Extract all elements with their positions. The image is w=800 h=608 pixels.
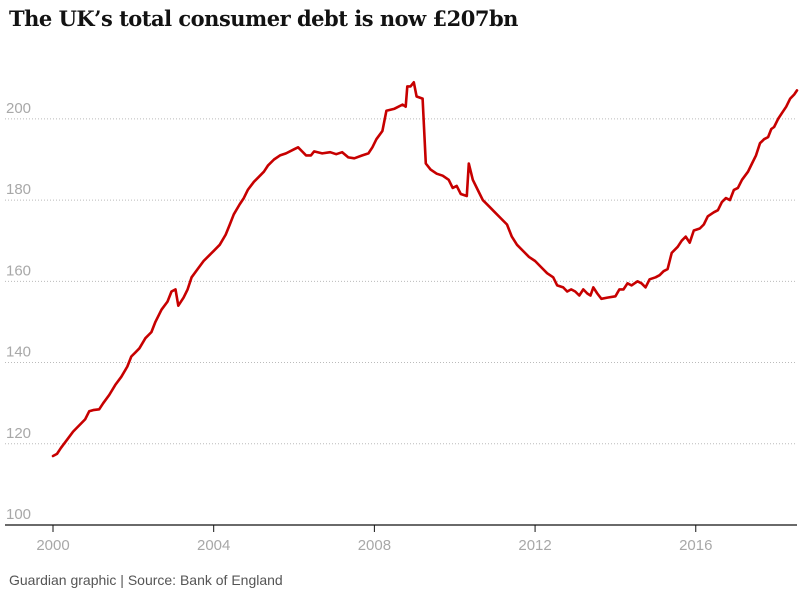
series-layer (51, 81, 799, 458)
x-tick-label-2004: 2004 (197, 537, 230, 554)
y-tick-label-140: 140 (6, 344, 31, 361)
y-tick-label-180: 180 (6, 181, 31, 198)
series-line-0 (51, 81, 799, 458)
x-tick-labels: 2000 2004 2008 2012 2016 (36, 525, 712, 554)
grid-layer (5, 118, 797, 526)
x-tick-label-2012: 2012 (518, 537, 551, 554)
chart-title: The UK’s total consumer debt is now £207… (9, 6, 518, 31)
line-chart: 100 120 140 160 180 200 2000 2004 2008 2012 2016 (5, 81, 799, 554)
y-tick-label-100: 100 (6, 506, 31, 523)
y-tick-label-160: 160 (6, 262, 31, 279)
x-tick-label-2000: 2000 (36, 537, 69, 554)
x-tick-label-2008: 2008 (358, 537, 391, 554)
source-note: Guardian graphic | Source: Bank of Engla… (9, 572, 283, 588)
y-tick-label-200: 200 (6, 100, 31, 117)
y-tick-label-120: 120 (6, 425, 31, 442)
x-tick-label-2016: 2016 (679, 537, 712, 554)
y-tick-labels: 100 120 140 160 180 200 (6, 100, 31, 523)
